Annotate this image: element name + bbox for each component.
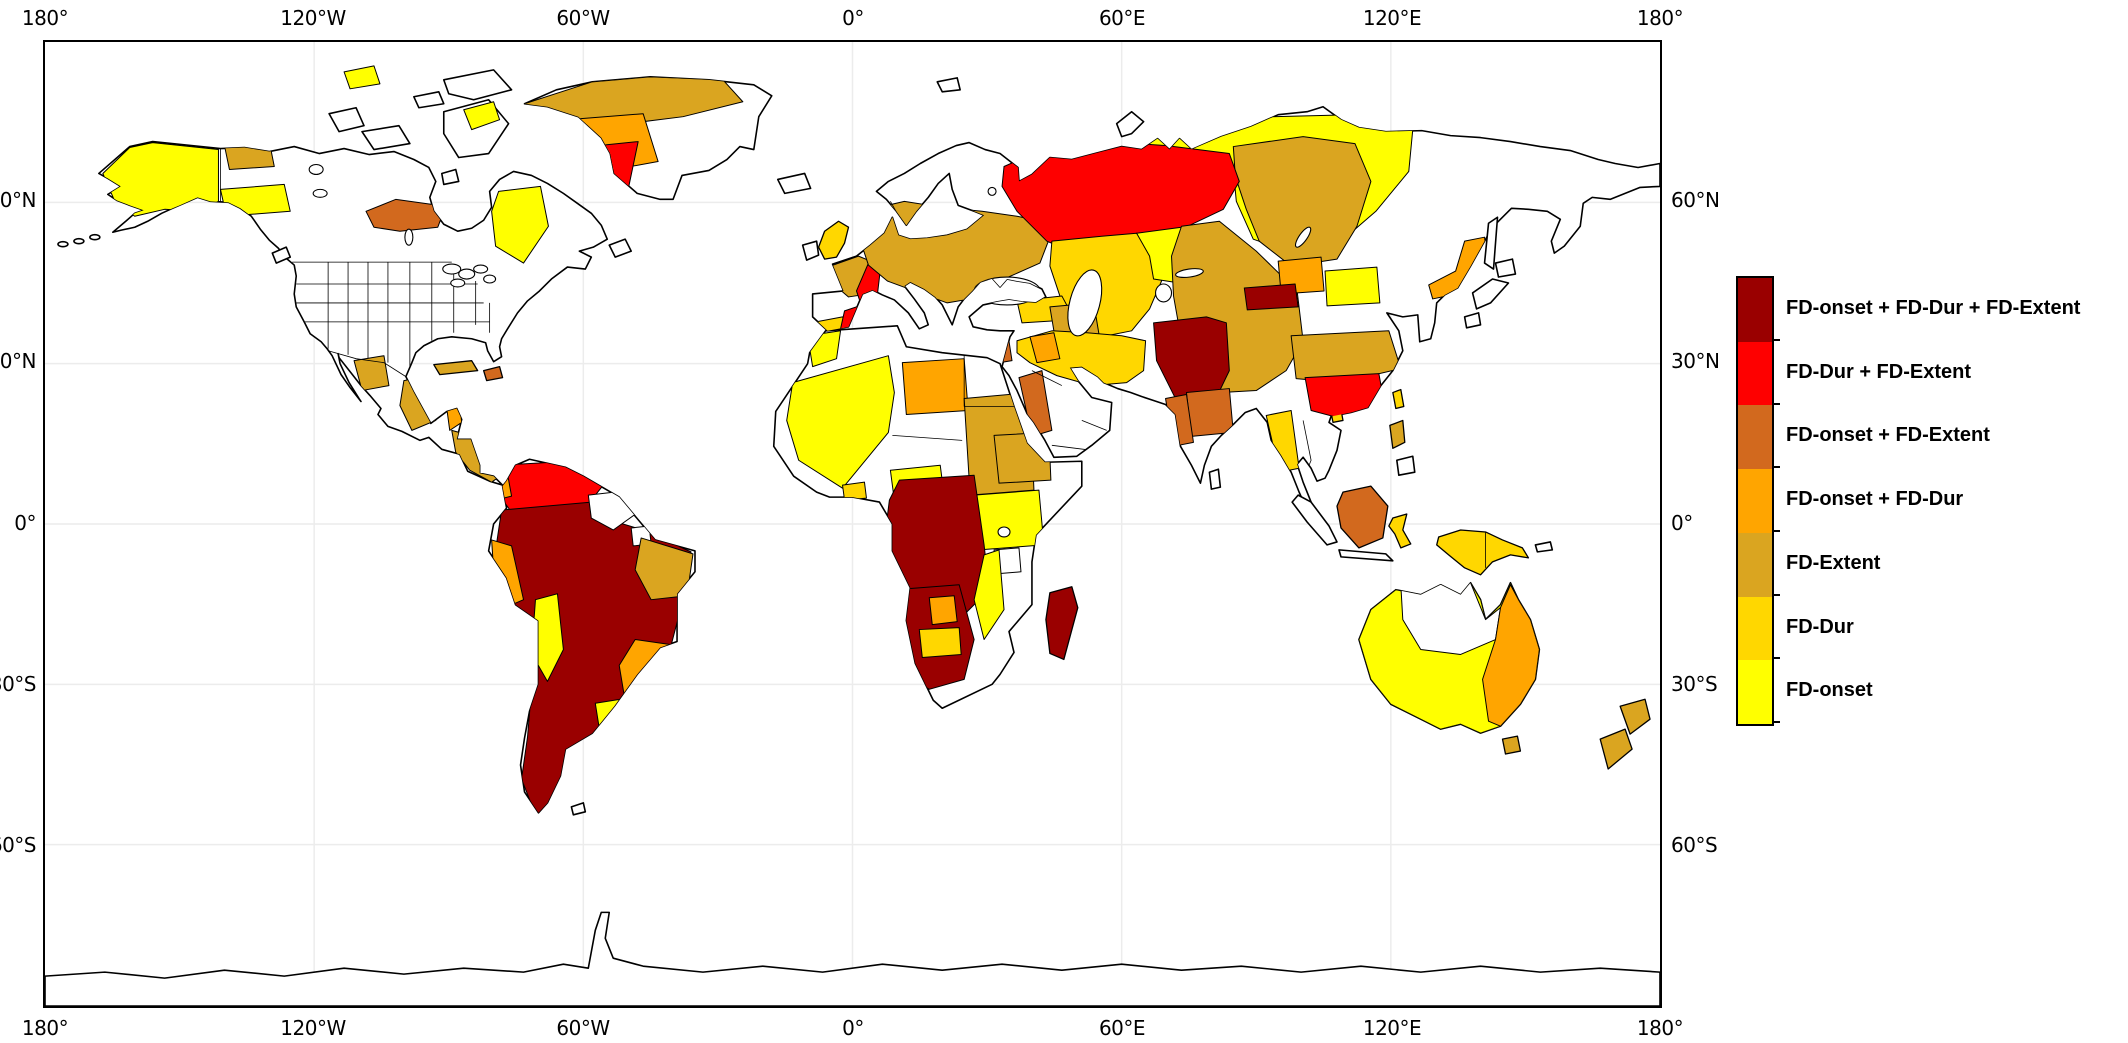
axis-tick-right-1: 30°N xyxy=(1671,349,1720,373)
colored-islands xyxy=(433,220,1651,770)
axis-tick-bottom-4: 60°E xyxy=(1098,1016,1146,1040)
axis-tick-left-0: 60°N xyxy=(0,188,37,212)
region-kenya-tanzania xyxy=(973,489,1045,551)
axis-tick-top-2: 60°W xyxy=(556,6,610,30)
colorbar-tick xyxy=(1772,403,1780,405)
region-borneo xyxy=(1336,485,1389,549)
region-luzon xyxy=(1389,419,1406,449)
colorbar-tick xyxy=(1772,594,1780,596)
legend-swatch-6 xyxy=(1738,660,1772,725)
islands xyxy=(57,69,1554,816)
legend-label-3: FD-onset + FD-Dur xyxy=(1786,488,1964,511)
region-new-guinea xyxy=(1436,529,1530,576)
axis-tick-left-4: 60°S xyxy=(0,833,37,857)
region-inner-mongolia xyxy=(1243,283,1299,311)
region-alaska xyxy=(102,142,219,217)
legend-label-1: FD-Dur + FD-Extent xyxy=(1786,360,1971,383)
region-new-zealand-south xyxy=(1599,728,1633,770)
region-southern-china xyxy=(1304,373,1386,419)
axis-tick-bottom-0: 180° xyxy=(21,1016,69,1040)
axis-tick-top-4: 60°E xyxy=(1098,6,1146,30)
axis-tick-bottom-3: 0° xyxy=(842,1016,864,1040)
region-namib-coast xyxy=(886,595,902,652)
region-baffin-island xyxy=(463,101,501,131)
region-botswana-patch xyxy=(918,627,962,658)
region-arctic-islands xyxy=(343,65,381,90)
axis-tick-top-0: 180° xyxy=(21,6,69,30)
axis-tick-bottom-5: 120°E xyxy=(1362,1016,1422,1040)
axis-tick-left-2: 0° xyxy=(14,511,36,535)
axis-tick-top-1: 120°W xyxy=(280,6,346,30)
region-sulawesi xyxy=(1388,513,1412,549)
axis-tick-left-3: 30°S xyxy=(0,672,37,696)
axis-tick-top-5: 120°E xyxy=(1362,6,1422,30)
aral-sea xyxy=(1155,283,1173,303)
lake-victoria xyxy=(997,526,1011,538)
axis-tick-right-4: 60°S xyxy=(1671,833,1718,857)
legend-label-4: FD-Extent xyxy=(1786,551,1881,574)
map-frame xyxy=(43,40,1662,1008)
region-eastern-australia xyxy=(1482,584,1540,727)
region-tasmania xyxy=(1501,735,1522,755)
legend-label-2: FD-onset + FD-Extent xyxy=(1786,424,1990,447)
lake-ladoga xyxy=(987,186,997,196)
antarctica xyxy=(45,911,1660,1006)
axis-tick-right-2: 0° xyxy=(1671,511,1693,535)
axis-tick-top-3: 0° xyxy=(842,6,864,30)
legend-label-6: FD-onset xyxy=(1786,679,1873,702)
axis-tick-bottom-2: 60°W xyxy=(556,1016,610,1040)
us-state-borders xyxy=(220,148,491,377)
region-ethiopia xyxy=(993,431,1052,484)
region-hispaniola xyxy=(482,366,504,382)
colorbar-tick xyxy=(1772,466,1780,468)
region-new-zealand-north xyxy=(1619,698,1651,735)
region-nwt-coast xyxy=(223,141,275,170)
region-united-kingdom xyxy=(817,220,850,260)
colorbar-tick xyxy=(1772,530,1780,532)
legend-swatch-2 xyxy=(1738,405,1772,470)
colorbar-tick xyxy=(1772,339,1780,341)
legend-swatch-4 xyxy=(1738,532,1772,597)
region-ghana-coast xyxy=(842,481,867,501)
world-map xyxy=(45,42,1660,1006)
region-northeast-china xyxy=(1324,266,1381,307)
legend-label-5: FD-Dur xyxy=(1786,615,1854,638)
region-cuba xyxy=(433,360,479,376)
region-libya xyxy=(901,358,969,415)
region-greenland-west xyxy=(542,113,659,172)
axis-tick-top-6: 180° xyxy=(1636,6,1684,30)
region-madagascar xyxy=(1045,586,1079,661)
colorbar-tick xyxy=(1772,721,1780,723)
region-mozambique xyxy=(973,549,1005,641)
region-sindh-gujarat xyxy=(1185,388,1234,437)
legend-swatch-3 xyxy=(1738,469,1772,533)
region-mesopotamia xyxy=(1029,332,1061,364)
caspian-sea xyxy=(1067,269,1103,337)
axis-tick-left-1: 30°N xyxy=(0,349,37,373)
region-taiwan xyxy=(1392,388,1405,410)
region-northern-argentina xyxy=(594,696,640,742)
region-quebec-west xyxy=(491,185,549,264)
axis-tick-right-3: 30°S xyxy=(1671,672,1718,696)
great-lakes xyxy=(308,163,497,288)
patches-australia xyxy=(1358,582,1540,734)
region-yukon-south xyxy=(219,183,291,217)
axis-tick-bottom-6: 180° xyxy=(1636,1016,1684,1040)
region-northern-mexico xyxy=(353,355,390,392)
colorbar-tick xyxy=(1772,657,1780,659)
region-central-siberia xyxy=(1232,136,1372,267)
legend-colorbar xyxy=(1736,276,1774,726)
region-namibia-patch xyxy=(928,595,958,626)
legend-swatch-0 xyxy=(1738,278,1772,342)
legend-label-0: FD-onset + FD-Dur + FD-Extent xyxy=(1786,297,2081,319)
legend-swatch-1 xyxy=(1738,341,1772,406)
region-west-africa-sahara xyxy=(786,355,895,489)
legend-swatch-5 xyxy=(1738,596,1772,661)
axis-tick-right-0: 60°N xyxy=(1671,188,1720,212)
axis-tick-bottom-1: 120°W xyxy=(280,1016,346,1040)
lake-baikal xyxy=(1294,226,1312,248)
region-northeast-brazil xyxy=(634,537,694,601)
lake-balkhash xyxy=(1175,268,1204,278)
